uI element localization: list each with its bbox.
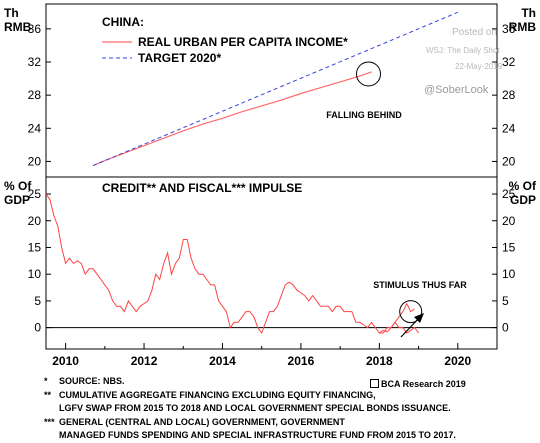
credit-text: BCA Research 2019 — [381, 379, 466, 389]
watermark-date: 22-May-2019 — [455, 62, 503, 71]
credit-box-icon — [370, 379, 379, 388]
plot-frame — [45, 3, 498, 350]
chart-title: CHINA: — [102, 15, 144, 29]
annotation-label: FALLING BEHIND — [326, 110, 402, 120]
footnote-text: CUMULATIVE AGGREGATE FINANCING EXCLUDING… — [59, 389, 376, 400]
y-tick-label-right: 0 — [502, 321, 509, 335]
footnotes: * SOURCE: NBS. ** CUMULATIVE AGGREGATE FIN… — [44, 375, 534, 443]
source-credit: BCA Research 2019 — [370, 379, 466, 389]
y-tick-label-right: 32 — [502, 55, 516, 69]
y-tick-label-right: 25 — [502, 187, 516, 201]
x-axis: 2010 2012 2014 2016 2018 2020 — [52, 343, 498, 368]
y-axis-label-right: % Of — [509, 179, 537, 193]
y-tick-label-left: 36 — [28, 22, 42, 36]
footnote-text: GENERAL (CENTRAL AND LOCAL) GOVERNMENT, … — [59, 416, 345, 427]
footnote-mark: *** — [44, 416, 55, 427]
footnote-continued: MANAGED FUNDS SPENDING AND SPECIAL INFRA… — [59, 430, 456, 440]
x-tick-label: 2018 — [366, 354, 393, 368]
y-tick-label-right: 15 — [502, 240, 516, 254]
footnote-continued: LGFV SWAP FROM 2015 TO 2018 AND LOCAL GO… — [59, 403, 451, 413]
y-tick-label-right: 5 — [502, 294, 509, 308]
watermark-posted: Posted on — [452, 27, 498, 38]
footnote: *** GENERAL (CENTRAL AND LOCAL) GOVERNMEN… — [44, 416, 534, 430]
y-axis-label-left: GDP — [4, 193, 30, 207]
y-tick-label-left: 10 — [28, 267, 42, 281]
watermark-handle: @SoberLook — [424, 84, 489, 96]
legend-label: REAL URBAN PER CAPITA INCOME* — [138, 35, 348, 49]
series-line-impulse-recent — [379, 302, 415, 334]
y-tick-label-right: 28 — [502, 88, 516, 102]
annotation-label: STIMULUS THUS FAR — [373, 280, 467, 290]
x-tick-label: 2012 — [131, 354, 158, 368]
watermark-source: WSJ: The Daily Shot — [426, 46, 500, 55]
series-line-target — [92, 11, 458, 167]
y-tick-label-right: 10 — [502, 267, 516, 281]
x-tick-label: 2020 — [444, 354, 471, 368]
y-tick-label-left: 20 — [28, 214, 42, 228]
annotation-circle — [356, 61, 382, 87]
y-tick-label-left: 25 — [28, 187, 42, 201]
series-line-impulse — [45, 193, 420, 335]
annotation-circle — [399, 300, 423, 324]
arrow-head-icon — [414, 313, 424, 323]
y-axis-label-right: Th — [521, 6, 536, 20]
y-tick-label-left: 15 — [28, 240, 42, 254]
series-line-income — [92, 71, 372, 167]
y-tick-label-left: 20 — [28, 154, 42, 168]
y-axis-label-left: Th — [4, 6, 19, 20]
y-tick-label-left: 28 — [28, 88, 42, 102]
x-tick-label: 2014 — [209, 354, 236, 368]
y-axis-label-left: RMB — [4, 20, 32, 34]
y-axis-label-left: % Of — [4, 179, 32, 193]
y-tick-label-left: 24 — [28, 121, 42, 135]
y-axis-label-right: RMB — [509, 20, 537, 34]
y-axis-label-right: GDP — [510, 193, 536, 207]
y-tick-label-right: 36 — [502, 22, 516, 36]
footnote-mark: ** — [44, 389, 52, 400]
y-tick-label-right: 20 — [502, 214, 516, 228]
footnote: * SOURCE: NBS. — [44, 375, 534, 389]
footnote: ** CUMULATIVE AGGREGATE FINANCING EXCLUDI… — [44, 389, 534, 403]
footnote-text: SOURCE: NBS. — [59, 376, 125, 386]
legend-label: TARGET 2020* — [138, 51, 221, 65]
y-tick-label-left: 0 — [34, 321, 41, 335]
footnote-mark: * — [44, 376, 48, 386]
chart-title: CREDIT** AND FISCAL*** IMPULSE — [102, 181, 302, 195]
y-tick-label-right: 20 — [502, 154, 516, 168]
y-tick-label-left: 5 — [34, 294, 41, 308]
x-tick-label: 2016 — [288, 354, 315, 368]
y-tick-label-right: 24 — [502, 121, 516, 135]
x-tick-label: 2010 — [52, 354, 79, 368]
y-tick-label-left: 32 — [28, 55, 42, 69]
